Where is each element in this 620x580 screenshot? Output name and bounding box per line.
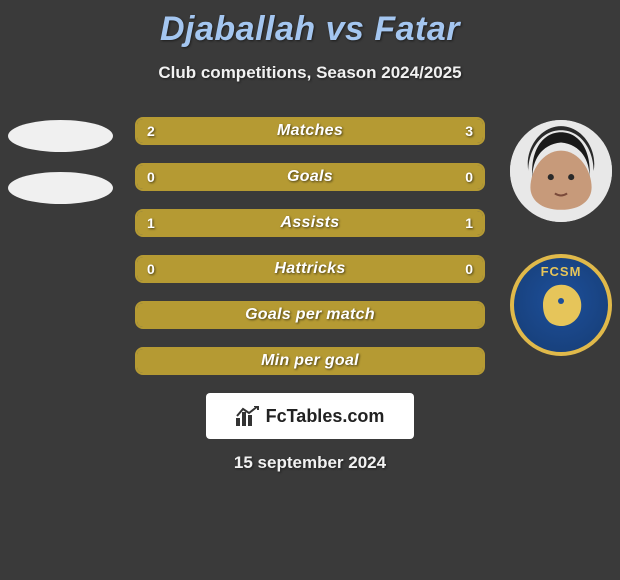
club-badge-placeholder [8, 172, 113, 204]
lion-icon [531, 275, 591, 335]
bar-label: Assists [137, 211, 483, 235]
fctables-logo-icon [236, 406, 260, 426]
comparison-bars: Matches23Goals00Assists11Hattricks00Goal… [135, 117, 485, 375]
bar-label: Goals [137, 165, 483, 189]
bar-value-right: 1 [465, 211, 473, 235]
fctables-label: FcTables.com [266, 406, 385, 427]
bar-value-left: 0 [147, 257, 155, 281]
left-avatar-column [8, 120, 113, 204]
bar-value-right: 3 [465, 119, 473, 143]
stat-bar: Assists1 1 [135, 209, 485, 237]
club-badge-text: FCSM [514, 264, 608, 279]
bar-label: Min per goal [137, 349, 483, 373]
page-title: Djaballah vs Fatar [0, 0, 620, 49]
stat-bar: Matches2 3 [135, 117, 485, 145]
bar-value-right: 0 [465, 257, 473, 281]
bar-value-left: 2 [147, 119, 155, 143]
bar-value-right: 0 [465, 165, 473, 189]
face-icon [510, 120, 612, 222]
stat-bar: Min per goal [135, 347, 485, 375]
date-text: 15 september 2024 [0, 453, 620, 473]
player-avatar [510, 120, 612, 222]
stat-bar: Hattricks0 0 [135, 255, 485, 283]
club-badge: FCSM [510, 254, 612, 356]
bar-label: Goals per match [137, 303, 483, 327]
fctables-badge: FcTables.com [206, 393, 414, 439]
stat-bar: Goals0 0 [135, 163, 485, 191]
right-avatar-column: FCSM [510, 120, 612, 356]
subtitle: Club competitions, Season 2024/2025 [0, 63, 620, 83]
bar-value-left: 0 [147, 165, 155, 189]
bar-label: Matches [137, 119, 483, 143]
bar-label: Hattricks [137, 257, 483, 281]
stat-bar: Goals per match [135, 301, 485, 329]
bar-value-left: 1 [147, 211, 155, 235]
player-avatar-placeholder [8, 120, 113, 152]
